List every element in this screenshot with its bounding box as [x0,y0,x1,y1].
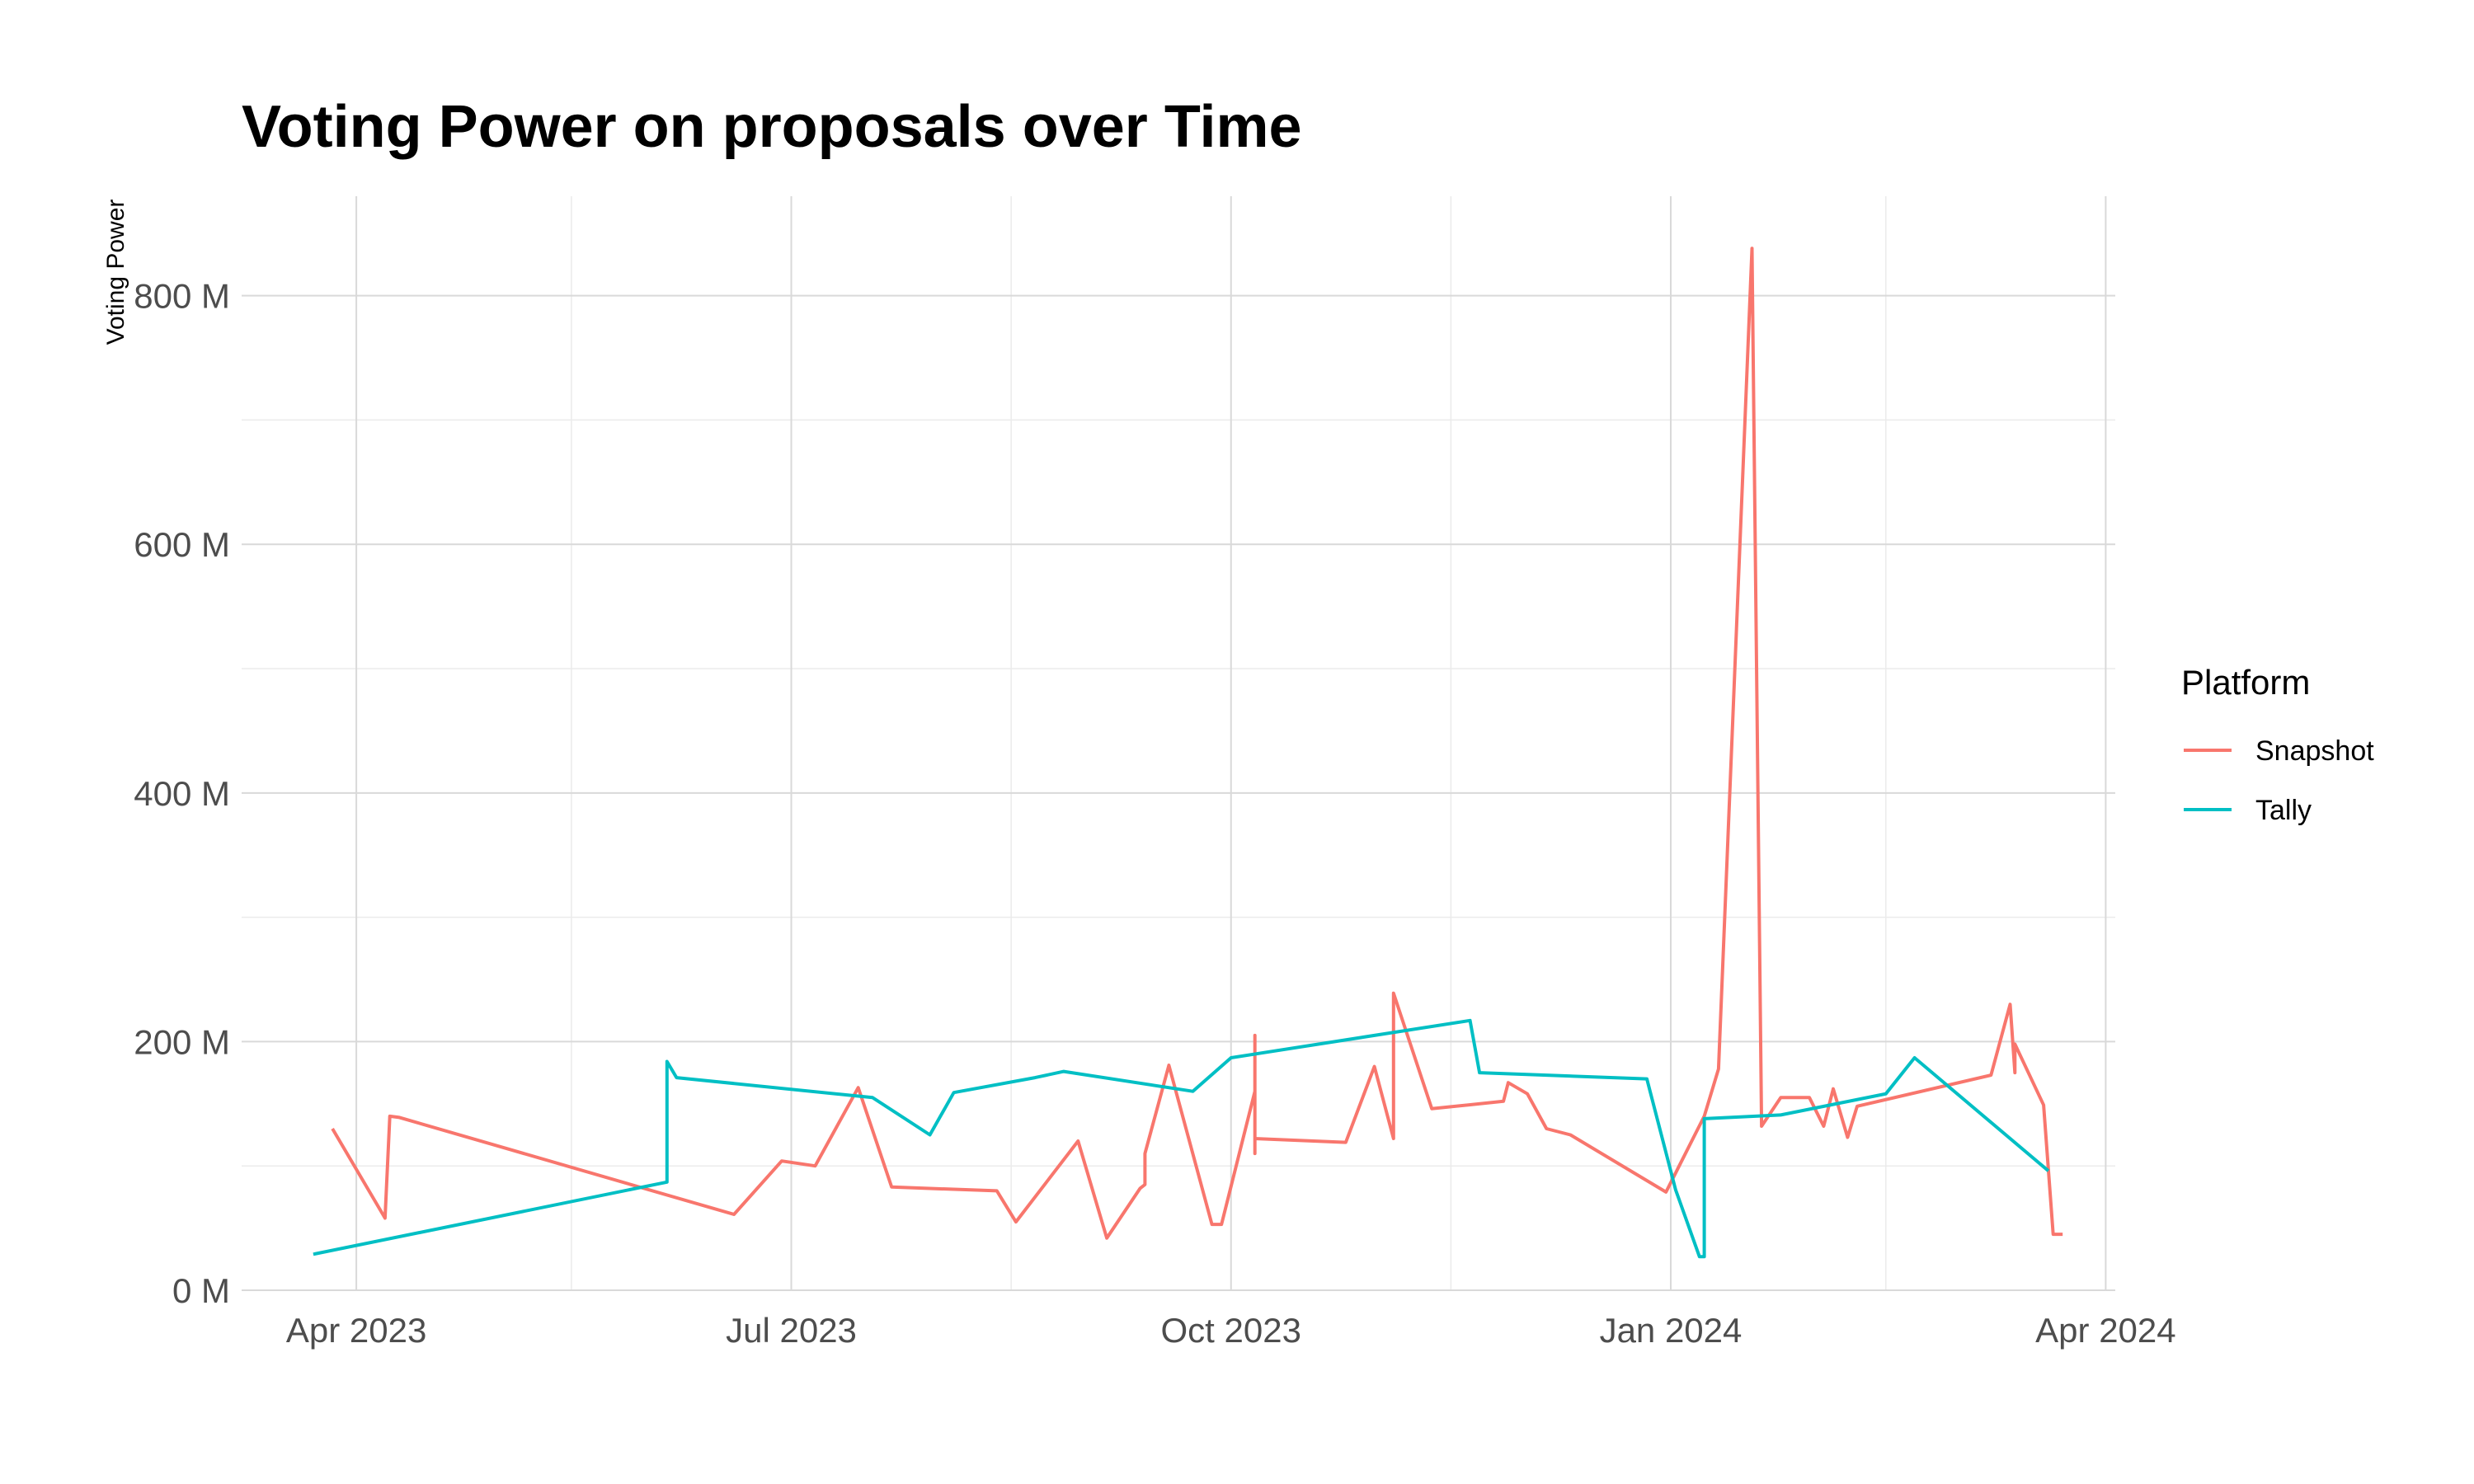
y-tick-label: 400 M [134,774,230,813]
legend-label-snapshot: Snapshot [2255,735,2374,767]
chart-title: Voting Power on proposals over Time [242,94,1302,160]
x-tick-label: Jan 2024 [1600,1311,1743,1350]
y-tick-label: 0 M [172,1271,230,1310]
y-axis-label: Voting Power [102,200,129,345]
y-tick-label: 600 M [134,525,230,564]
x-tick-label: Oct 2023 [1161,1311,1301,1350]
y-tick-label: 800 M [134,277,230,316]
series-line-tally [313,1018,2050,1259]
legend: Platform Snapshot Tally [2181,663,2374,826]
x-tick-label: Apr 2024 [2035,1311,2175,1350]
y-tick-label: 200 M [134,1022,230,1061]
x-tick-label: Apr 2023 [286,1311,426,1350]
legend-label-tally: Tally [2255,795,2312,826]
series-lines [313,247,2063,1259]
y-axis-ticks: 0 M 200 M 400 M 600 M 800 M [134,277,230,1310]
x-axis-ticks: Apr 2023 Jul 2023 Oct 2023 Jan 2024 Apr 2024 [286,1311,2176,1350]
grid-lines [242,196,2115,1291]
x-tick-label: Jul 2023 [726,1311,857,1350]
legend-title: Platform [2181,663,2310,702]
series-line-snapshot [331,247,2063,1240]
